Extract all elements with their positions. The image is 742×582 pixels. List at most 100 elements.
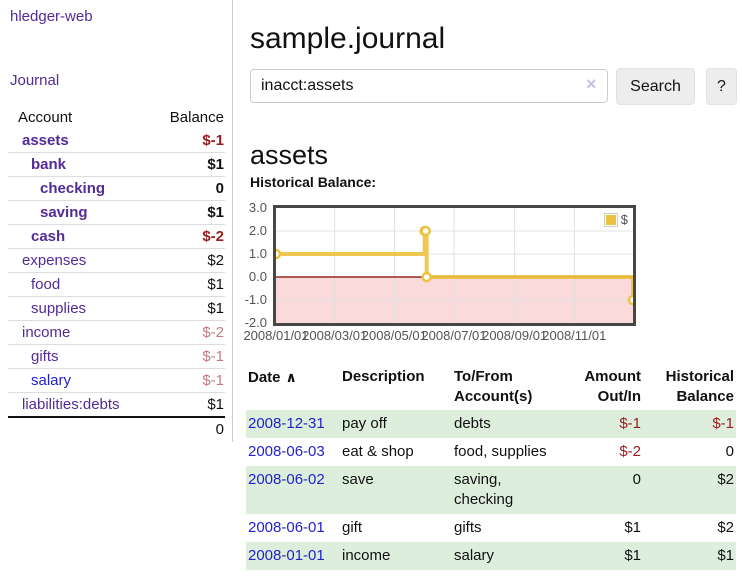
y-axis-tick-label: 1.0 xyxy=(248,246,267,261)
transaction-date-cell: 2008-06-01 xyxy=(246,514,340,542)
transaction-row: 2008-06-02 save saving, checking 0 $2 xyxy=(246,466,736,514)
x-axis-tick-label: 2008/01/01 xyxy=(243,328,309,343)
transaction-balance: $-1 xyxy=(712,415,734,432)
column-header-amount: Amount Out/In xyxy=(584,368,641,405)
account-row: supplies $1 xyxy=(8,296,225,320)
transaction-row: 2008-01-01 income salary $1 $1 xyxy=(246,542,736,570)
account-row: checking 0 xyxy=(8,176,225,200)
account-balance: $-1 xyxy=(202,348,224,365)
y-axis-tick-label: -2.0 xyxy=(244,315,267,330)
transaction-accounts: food, supplies xyxy=(454,443,547,460)
transaction-amount: $-1 xyxy=(619,415,641,432)
account-link[interactable]: checking xyxy=(40,180,106,197)
chart-title: Historical Balance: xyxy=(250,174,377,190)
x-axis-tick-label: 2008/05/01 xyxy=(361,328,427,343)
y-axis-tick-label: -1.0 xyxy=(244,292,267,307)
clear-search-icon[interactable]: × xyxy=(586,74,597,94)
page-title: sample.journal xyxy=(250,22,446,56)
account-row: expenses $2 xyxy=(8,248,225,272)
account-link[interactable]: cash xyxy=(31,228,66,245)
account-link[interactable]: income xyxy=(22,324,71,341)
search-button[interactable]: Search xyxy=(616,68,695,105)
account-link[interactable]: saving xyxy=(40,204,88,221)
balance-column-header: Balance xyxy=(169,109,224,126)
account-link[interactable]: supplies xyxy=(31,300,87,317)
account-row: income $-2 xyxy=(8,320,225,344)
column-header-description: Description xyxy=(342,368,425,385)
account-row: food $1 xyxy=(8,272,225,296)
account-balance: $2 xyxy=(207,252,224,269)
transaction-date-link[interactable]: 2008-06-03 xyxy=(248,443,325,460)
transaction-description: income xyxy=(342,547,391,564)
transaction-description: pay off xyxy=(342,415,387,432)
chart-legend: $ xyxy=(603,212,628,227)
account-row: salary $-1 xyxy=(8,368,225,392)
account-column-header: Account xyxy=(18,109,73,126)
chart-plot-area xyxy=(276,208,633,323)
account-balance: $-2 xyxy=(202,228,224,245)
account-balance: $-2 xyxy=(202,324,224,341)
accounts-table: Account Balance assets $-1 bank $1 checking 0… xyxy=(8,106,225,440)
legend-swatch-icon xyxy=(603,212,618,227)
account-link[interactable]: liabilities:debts xyxy=(22,396,120,413)
account-balance: $-1 xyxy=(202,372,224,389)
transaction-description: gift xyxy=(342,519,363,536)
account-link[interactable]: expenses xyxy=(22,252,87,269)
account-balance: $1 xyxy=(207,276,224,293)
sort-ascending-icon[interactable]: ∧ xyxy=(285,369,297,385)
historical-balance-chart[interactable]: $ xyxy=(273,205,636,326)
transaction-date-link[interactable]: 2008-12-31 xyxy=(248,415,325,432)
transaction-accounts: debts xyxy=(454,415,491,432)
transaction-date-cell: 2008-06-02 xyxy=(246,466,340,514)
account-link[interactable]: assets xyxy=(22,132,69,149)
sidebar-item-journal[interactable]: Journal xyxy=(10,72,60,89)
account-row: gifts $-1 xyxy=(8,344,225,368)
account-link[interactable]: salary xyxy=(31,372,72,389)
column-header-historical: Historical Balance xyxy=(665,368,734,405)
account-link[interactable]: bank xyxy=(31,156,67,173)
transaction-date-cell: 2008-01-01 xyxy=(246,542,340,570)
account-row: cash $-2 xyxy=(8,224,225,248)
transaction-description: save xyxy=(342,471,374,488)
account-link[interactable]: food xyxy=(31,276,61,293)
search-input[interactable] xyxy=(250,69,608,103)
account-balance: $1 xyxy=(207,204,224,221)
account-balance: $-1 xyxy=(202,132,224,149)
y-axis-tick-label: 0.0 xyxy=(248,269,267,284)
legend-label: $ xyxy=(620,212,628,227)
transaction-amount: $1 xyxy=(624,547,641,564)
app-logo[interactable]: hledger-web xyxy=(10,8,93,25)
transaction-date-cell: 2008-06-03 xyxy=(246,438,340,466)
x-axis-tick-label: 2008/09/01 xyxy=(482,328,548,343)
transaction-row: 2008-06-03 eat & shop food, supplies $-2 0 xyxy=(246,438,736,466)
x-axis-tick-label: 2008/07/01 xyxy=(421,328,487,343)
transaction-balance: $2 xyxy=(717,471,734,488)
account-heading: assets xyxy=(250,140,329,171)
account-row: liabilities:debts $1 xyxy=(8,392,225,416)
register-table: Date ∧ Description To/From Account(s) Amount O… xyxy=(246,364,736,570)
x-axis-tick-label: 2008/03/01 xyxy=(302,328,368,343)
transaction-balance: $1 xyxy=(717,547,734,564)
transaction-amount: $1 xyxy=(624,519,641,536)
transaction-balance: 0 xyxy=(725,443,734,460)
transaction-accounts: gifts xyxy=(454,519,482,536)
accounts-table-header: Account Balance xyxy=(8,106,225,129)
accounts-total-row: 0 xyxy=(8,416,225,440)
transaction-date-link[interactable]: 2008-06-02 xyxy=(248,471,325,488)
transaction-amount: $-2 xyxy=(619,443,641,460)
main-content: sample.journal × Search ? assets Histori… xyxy=(243,0,742,582)
account-link[interactable]: gifts xyxy=(31,348,59,365)
column-header-date[interactable]: Date ∧ xyxy=(248,369,297,386)
transaction-date-cell: 2008-12-31 xyxy=(246,410,340,438)
transaction-description: eat & shop xyxy=(342,443,414,460)
transaction-date-link[interactable]: 2008-06-01 xyxy=(248,519,325,536)
account-balance: $1 xyxy=(207,396,224,413)
account-balance: 0 xyxy=(215,180,224,197)
account-balance: $1 xyxy=(207,156,224,173)
help-button[interactable]: ? xyxy=(706,68,737,105)
transaction-date-link[interactable]: 2008-01-01 xyxy=(248,547,325,564)
total-balance: 0 xyxy=(215,420,224,438)
y-axis-tick-label: 3.0 xyxy=(248,200,267,215)
account-row: saving $1 xyxy=(8,200,225,224)
transaction-accounts: salary xyxy=(454,547,495,564)
